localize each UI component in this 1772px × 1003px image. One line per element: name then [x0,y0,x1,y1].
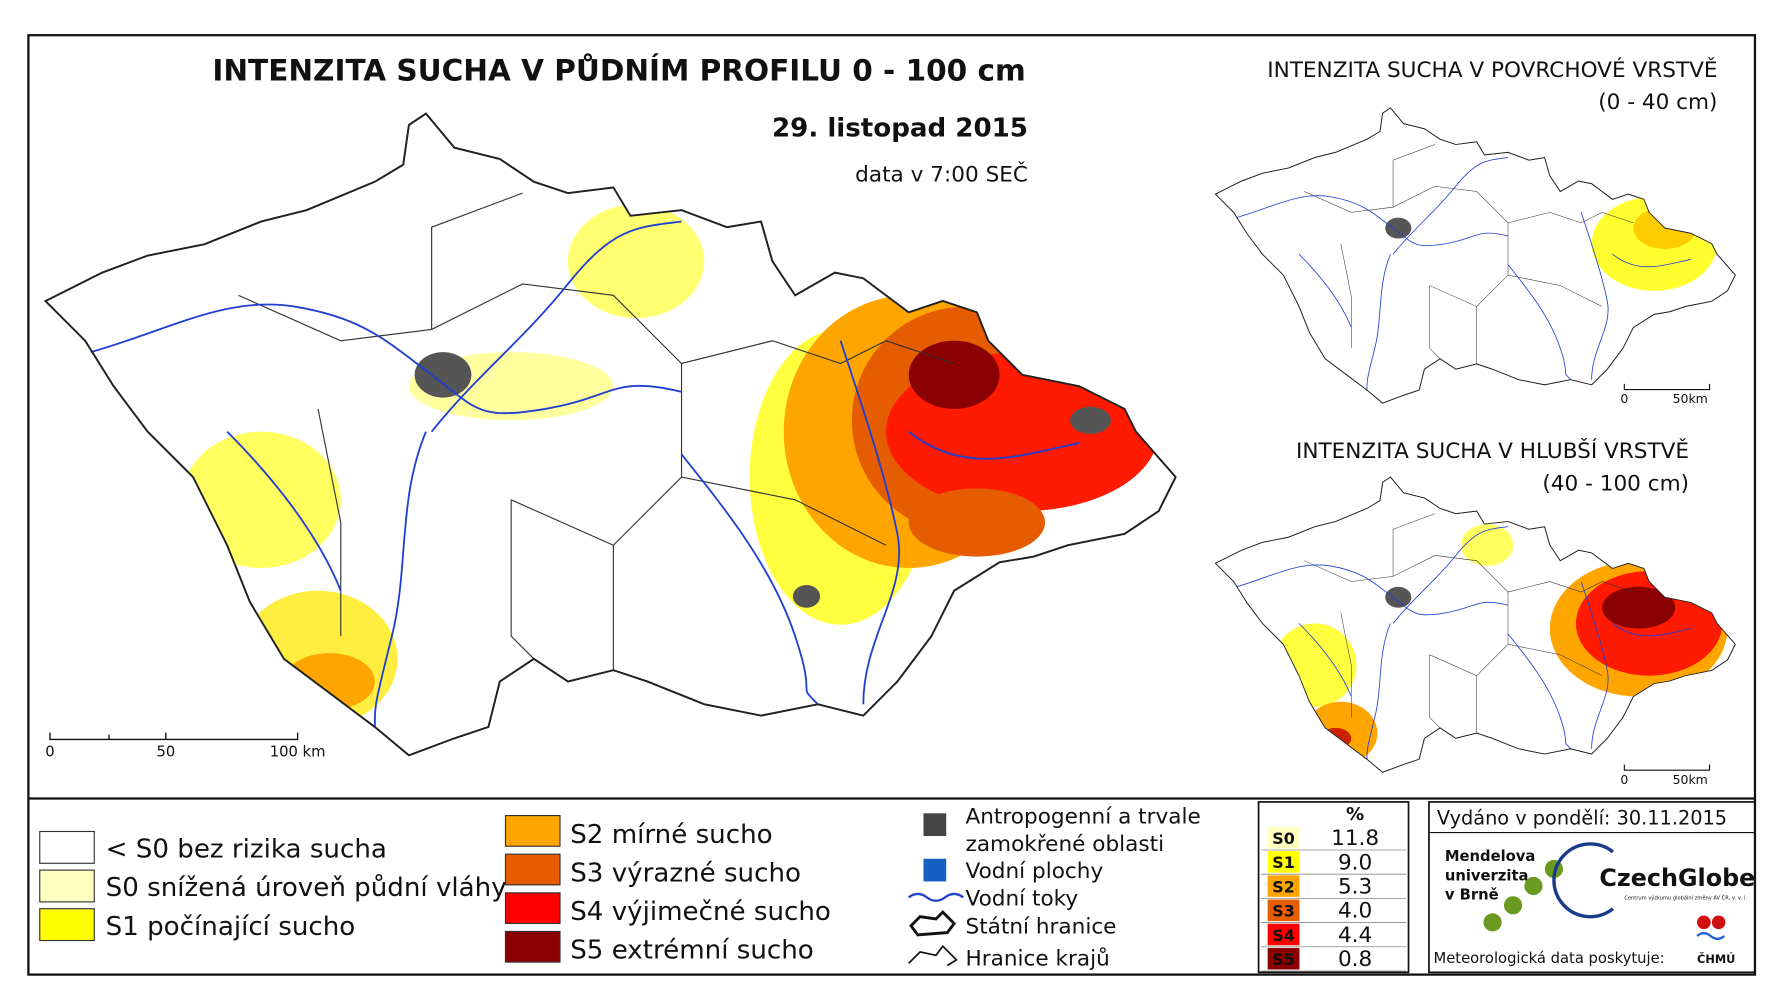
class-code: S4 [1272,926,1295,945]
legend-swatch [504,853,561,886]
legend-label: zamokřené oblasti [966,832,1165,857]
class-cell [1267,947,1300,970]
inset-title: INTENZITA SUCHA V POVRCHOVÉ VRSTVĚ [1267,57,1717,83]
class-code: S2 [1272,877,1295,896]
legend-label: S4 výjimečné sucho [570,897,831,927]
footer-frame [1428,801,1756,974]
class-cell [1267,851,1300,873]
class-code: S5 [1272,950,1295,969]
inset-scale-bar [1623,764,1711,771]
chmu-logo [1696,915,1726,940]
czechglobe-subtitle: Centrum výzkumu globální změny AV ČR, v.… [1624,895,1747,902]
scale-label: 50km [1673,391,1708,406]
scale-label: 0 [1620,391,1628,406]
university-name: Mendelova [1445,848,1536,865]
legend-label: S1 počínající sucho [106,912,356,942]
stats-table: % S0 11.8 S1 9.0 S2 5.3 S3 4.0 S4 4.4 S5 0.8 [1257,801,1410,974]
scale-label: 50km [1673,772,1708,787]
class-percent: 9.0 [1338,850,1372,875]
inset-scale-bar [1623,383,1711,391]
university-name: v Brně [1445,887,1499,904]
scale-label: 0 [45,744,54,761]
legend-label: S0 snížená úroveň půdní vláhy [106,873,507,903]
issued-date: Vydáno v pondělí: 30.11.2015 [1437,807,1727,830]
legend-swatch [39,869,95,903]
legend-label: S3 výrazné sucho [570,858,801,888]
main-date: 29. listopad 2015 [772,113,1028,143]
scale-label: 0 [1620,772,1628,787]
legend-label: < S0 bez rizika sucha [106,835,387,865]
czechglobe-name: CzechGlobe [1599,864,1755,892]
legend-icon [909,910,957,937]
legend-icon [908,944,958,967]
legend-swatch [39,830,95,864]
legend-swatch [504,892,561,925]
legend-other: Antropogenní a trvale zamokřené oblasti … [908,805,1201,972]
class-code: S3 [1272,902,1295,921]
class-cell [1267,923,1300,946]
chmu-name: ČHMÚ [1697,952,1735,966]
class-code: S0 [1272,829,1295,848]
class-cell [1267,875,1300,897]
inset-subtitle: (0 - 40 cm) [1598,90,1717,115]
legend-label: Hranice krajů [966,947,1110,972]
university-name: univerzita [1445,867,1529,884]
scale-label: 100 km [270,744,326,761]
main-title: INTENZITA SUCHA V PŮDNÍM PROFILU 0 - 100… [212,52,1025,88]
legend-icon [908,892,964,902]
legend-label: Antropogenní a trvale [966,805,1201,830]
class-cell [1267,826,1300,849]
legend-label: Vodní toky [966,886,1079,911]
class-percent: 4.4 [1338,923,1372,948]
czechglobe-arc [1552,842,1615,919]
class-percent: 4.0 [1338,899,1372,924]
legend-icon [923,858,947,882]
scale-label: 50 [156,744,175,761]
legend-swatch [504,815,561,847]
class-percent: 11.8 [1331,826,1379,851]
legend-classes: < S0 bez rizika sucha S0 snížená úroveň … [39,815,831,966]
class-code: S1 [1272,853,1295,872]
class-cell [1267,899,1300,922]
drought-areas [181,204,1159,727]
inset-title: INTENZITA SUCHA V HLUBŠÍ VRSTVĚ [1296,438,1689,464]
main-map [44,112,1177,757]
legend-label: Státní hranice [966,915,1117,940]
class-percent: 5.3 [1338,874,1372,899]
main-time-note: data v 7:00 SEČ [855,162,1028,188]
legend-label: Vodní plochy [966,859,1104,884]
legend-swatch [39,908,95,942]
table-header: % [1346,804,1364,825]
inset-subtitle: (40 - 100 cm) [1542,472,1689,497]
legend-swatch [504,930,561,963]
class-percent: 0.8 [1338,947,1372,972]
main-scale-bar: 0 50 100 km [45,732,326,761]
legend-label: S5 extrémní sucho [570,936,814,966]
data-credit: Meteorologická data poskytuje: [1434,950,1665,967]
legend-label: S2 mírné sucho [570,820,772,850]
legend-icon [923,813,947,837]
